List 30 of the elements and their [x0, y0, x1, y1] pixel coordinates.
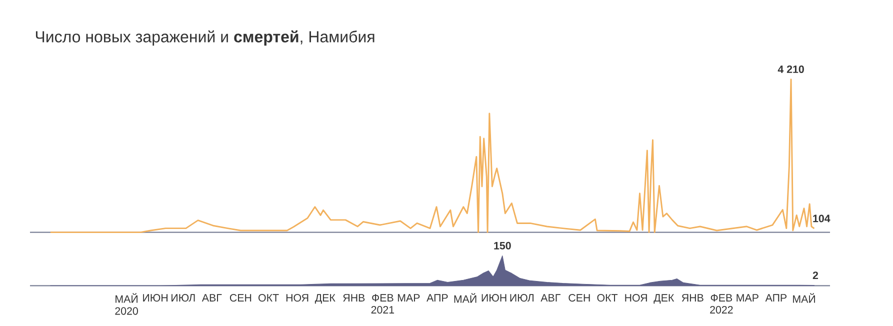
x-tick-label: НОЯ — [286, 294, 308, 302]
x-tick-label: АПР — [765, 294, 787, 302]
x-tick-label: АВГ — [540, 294, 560, 302]
x-tick-label: СЕН — [568, 294, 590, 302]
data-label: 150 — [494, 242, 511, 250]
x-tick-label: ЯНВ — [682, 294, 704, 302]
x-tick-label: ФЕВ 2021 — [371, 294, 394, 314]
x-tick-label: МАЙ — [793, 293, 815, 303]
x-tick-label: ИЮЛ — [172, 294, 195, 302]
x-tick-label: МАЙ — [454, 293, 476, 303]
x-tick-label: ЯНВ — [343, 294, 365, 302]
x-tick-label: ИЮН — [143, 294, 168, 302]
data-label: 2 — [812, 272, 818, 280]
x-tick-label: ИЮЛ — [510, 294, 534, 302]
x-tick-label: МАР — [736, 294, 758, 302]
x-tick-label: НОЯ — [625, 294, 647, 302]
x-tick-label: ОКТ — [258, 294, 279, 302]
x-tick-label: СЕН — [230, 294, 252, 302]
x-tick-label: ИЮН — [482, 294, 506, 302]
data-label: 4 210 — [778, 65, 804, 74]
x-tick-label: ДЕК — [654, 294, 674, 304]
x-tick-label: МАР — [398, 294, 420, 302]
x-tick-label: АВГ — [202, 294, 222, 302]
data-label: 104 — [813, 214, 830, 222]
chart-title: Число новых заражений и смертей, Намибия — [36, 30, 374, 46]
x-tick-label: ОКТ — [597, 294, 618, 302]
x-tick-label: АПР — [426, 294, 448, 302]
x-tick-label: ДЕК — [314, 294, 336, 304]
x-tick-label: ФЕВ 2022 — [710, 294, 733, 314]
x-tick-label: МАЙ 2020 — [115, 293, 138, 315]
